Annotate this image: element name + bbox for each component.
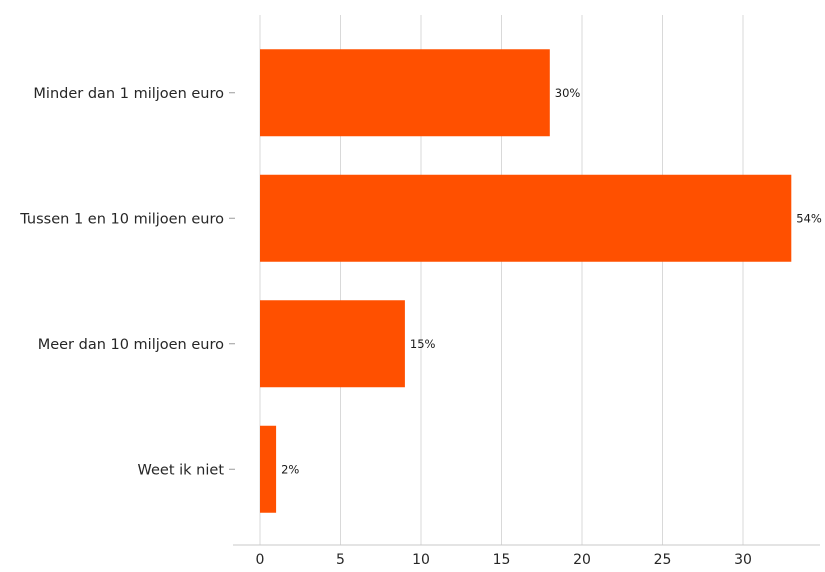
bar-3 — [260, 425, 277, 513]
data-label: 54% — [796, 211, 822, 225]
data-label: 2% — [281, 462, 299, 476]
data-label: 30% — [555, 86, 581, 100]
x-tick-label: 20 — [573, 552, 591, 568]
x-tick-label: 0 — [256, 552, 265, 568]
x-tick-label: 30 — [734, 552, 752, 568]
bar-2 — [260, 300, 405, 388]
labels: 0 5 10 15 20 25 30 Minder dan 1 miljoen euro 30%… — [19, 86, 822, 568]
x-tick-label: 10 — [412, 552, 430, 568]
category-label: Minder dan 1 miljoen euro — [33, 86, 224, 102]
bars — [260, 49, 792, 513]
category-label: Weet ik niet — [138, 462, 225, 478]
category-label: Tussen 1 en 10 miljoen euro — [19, 211, 224, 227]
x-tick-label: 5 — [336, 552, 345, 568]
data-label: 15% — [410, 337, 436, 351]
bar-0 — [260, 49, 550, 137]
x-tick-label: 25 — [654, 552, 672, 568]
bar-1 — [260, 174, 792, 262]
category-label: Meer dan 10 miljoen euro — [38, 337, 224, 353]
axes — [229, 92, 820, 546]
x-tick-label: 15 — [493, 552, 511, 568]
